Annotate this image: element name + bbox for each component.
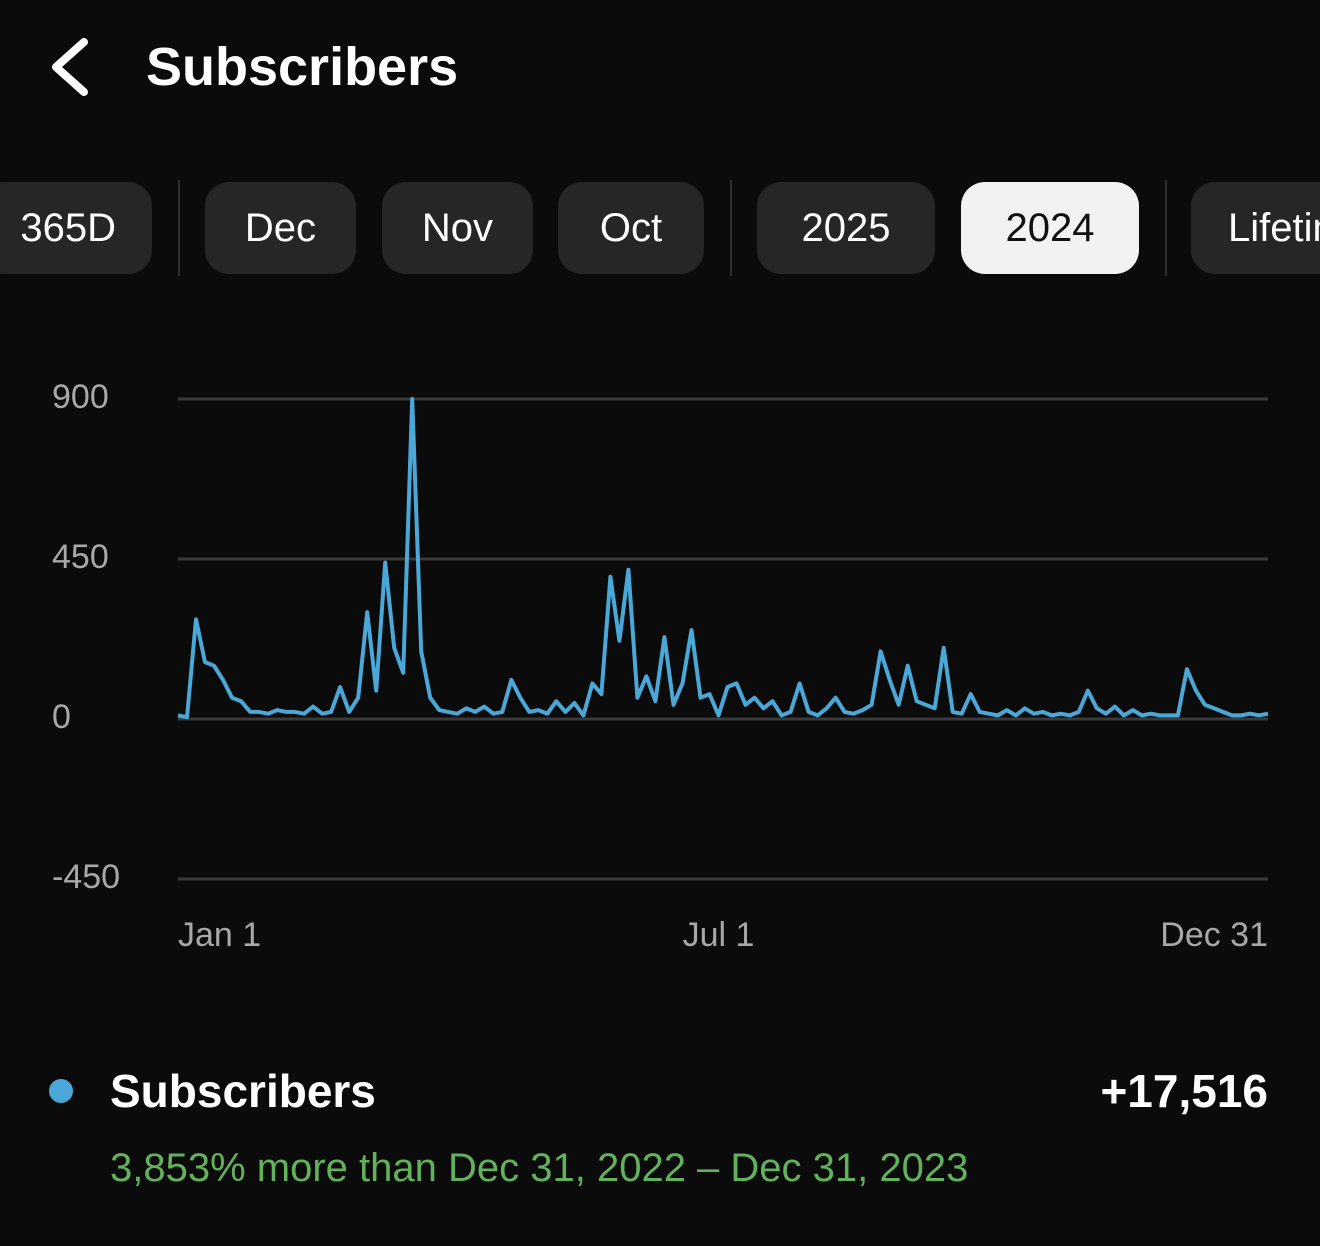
period-tab[interactable]: Nov — [382, 182, 533, 274]
y-tick-label: 0 — [52, 698, 71, 736]
period-tab[interactable]: Dec — [205, 182, 356, 274]
x-tick-label: Jan 1 — [178, 916, 261, 954]
y-tick-label: -450 — [52, 858, 120, 896]
page-title: Subscribers — [146, 37, 459, 97]
total-value: +17,516 — [1100, 1065, 1268, 1117]
comparison-text: 3,853% more than Dec 31, 2022 – Dec 31, … — [110, 1146, 969, 1190]
tab-separator — [1165, 180, 1167, 276]
y-tick-label: 900 — [52, 378, 109, 416]
chart: 900 450 0 -450 Jan 1 Jul 1 Dec 31 — [52, 378, 1269, 954]
x-tick-label: Dec 31 — [1160, 916, 1268, 954]
y-tick-label: 450 — [52, 538, 109, 576]
period-tab[interactable]: 2025 — [757, 182, 935, 274]
tab-separator — [178, 180, 180, 276]
back-button[interactable] — [48, 38, 90, 96]
period-tab[interactable]: Lifetime — [1191, 182, 1320, 274]
period-tab[interactable]: Oct — [558, 182, 704, 274]
data-line — [177, 397, 1269, 720]
legend-label: Subscribers — [110, 1065, 376, 1117]
x-tick-label: Jul 1 — [683, 916, 755, 954]
legend-dot — [49, 1079, 73, 1103]
period-tab[interactable]: 2024 — [961, 182, 1139, 274]
tab-separator — [730, 180, 732, 276]
period-tab[interactable]: 365D — [0, 182, 152, 274]
